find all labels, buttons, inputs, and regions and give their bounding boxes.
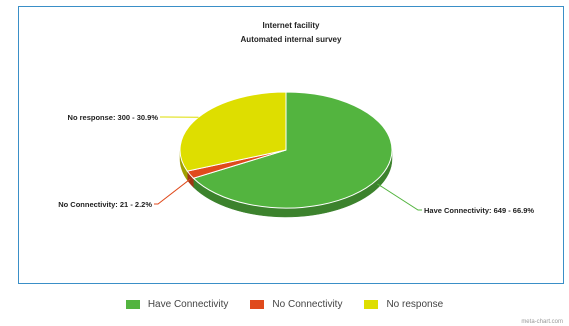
chart-title: Internet facility <box>262 21 320 30</box>
legend-swatch-no-response <box>364 299 379 309</box>
pie-slice-no-response <box>179 91 287 172</box>
pie-slice-have-connectivity <box>192 91 393 209</box>
legend-item-no-connectivity[interactable]: No Connectivity <box>250 299 342 310</box>
data-label-have-connectivity: Have Connectivity: 649 - 66.9% <box>424 206 534 215</box>
legend-label: Have Connectivity <box>147 298 229 310</box>
legend: Have Connectivity No Connectivity No res… <box>0 294 569 314</box>
legend-label: No response <box>386 298 444 310</box>
connector-have-connectivity <box>377 183 422 211</box>
chart-credit: meta-chart.com <box>521 319 563 325</box>
legend-label: No Connectivity <box>272 298 343 310</box>
pie-labels: Have Connectivity: 649 - 66.9% No Connect… <box>58 113 534 215</box>
legend-item-have-connectivity[interactable]: Have Connectivity <box>125 298 229 310</box>
legend-swatch-no-connectivity <box>250 299 265 309</box>
pie-connectors <box>154 116 422 211</box>
legend-swatch-have-connectivity <box>125 299 140 309</box>
data-label-no-connectivity: No Connectivity: 21 - 2.2% <box>58 200 152 209</box>
legend-item-no-response[interactable]: No response <box>364 299 443 310</box>
data-label-no-response: No response: 300 - 30.9% <box>68 113 159 122</box>
chart-subtitle: Automated internal survey <box>240 35 342 44</box>
pie-top <box>179 91 393 209</box>
connector-no-connectivity <box>154 178 191 205</box>
